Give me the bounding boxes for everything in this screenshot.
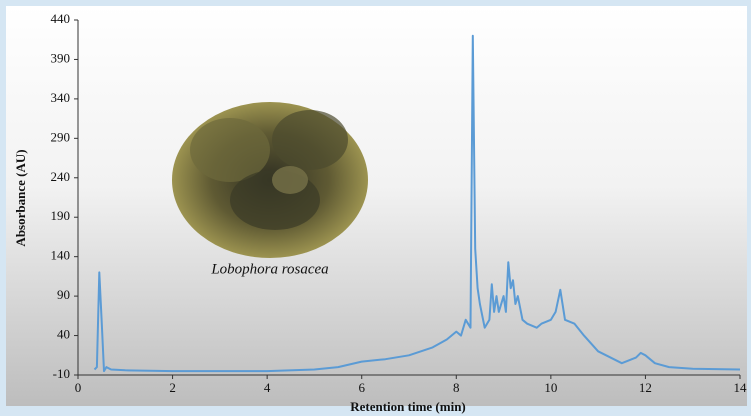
y-tick-label: 290 <box>51 129 71 144</box>
x-tick-label: 12 <box>639 380 652 395</box>
y-tick-label: 140 <box>51 248 71 263</box>
y-tick-label: -10 <box>53 366 70 381</box>
x-tick-label: 4 <box>264 380 271 395</box>
x-tick-label: 8 <box>453 380 460 395</box>
y-tick-label: 90 <box>57 287 70 302</box>
y-tick-label: 40 <box>57 327 70 342</box>
chart: Lobophora rosacea Retention time (min) A… <box>0 0 751 416</box>
y-tick-label: 440 <box>51 11 71 26</box>
x-tick-label: 2 <box>169 380 176 395</box>
y-axis-title: Absorbance (AU) <box>13 149 28 246</box>
y-tick-label: 190 <box>51 208 71 223</box>
y-tick-label: 340 <box>51 90 71 105</box>
y-tick-label: 390 <box>51 50 71 65</box>
seaweed-image <box>172 102 368 258</box>
page: Lobophora rosacea Retention time (min) A… <box>0 0 751 416</box>
x-tick-label: 14 <box>734 380 748 395</box>
x-tick-label: 6 <box>358 380 365 395</box>
x-tick-label: 0 <box>75 380 82 395</box>
plot-background <box>6 6 747 406</box>
x-tick-label: 10 <box>544 380 557 395</box>
y-tick-label: 240 <box>51 169 71 184</box>
x-axis-title: Retention time (min) <box>350 399 466 414</box>
annotation: Lobophora rosacea <box>210 261 328 277</box>
